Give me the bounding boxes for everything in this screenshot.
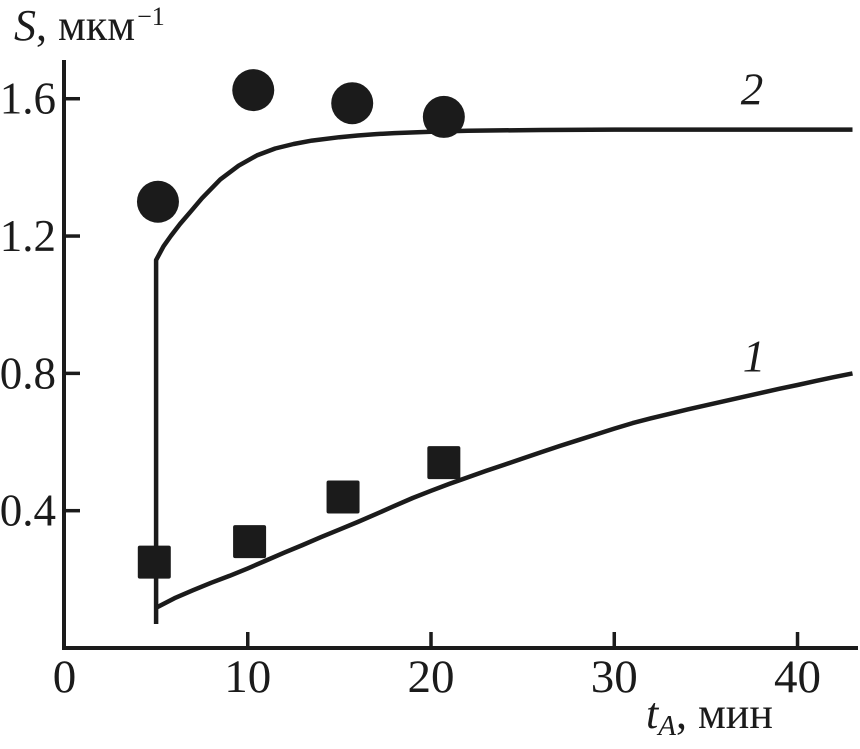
marker-square: [137, 545, 171, 579]
x-tick-label-20: 20: [408, 651, 455, 703]
x-axis-symbol: t: [646, 689, 659, 738]
x-axis-unit: , мин: [675, 689, 773, 738]
marker-circle: [136, 180, 179, 223]
y-axis-unit: , мкм: [36, 1, 136, 50]
marker-circle: [422, 95, 465, 138]
x-axis-subscript: A: [658, 710, 676, 742]
x-tick-label-30: 30: [591, 651, 638, 703]
marker-circle: [331, 82, 374, 125]
y-tick-label-1.6: 1.6: [0, 74, 56, 124]
curve-label-1: 1: [742, 331, 766, 382]
y-tick-label-0.8: 0.8: [0, 348, 56, 398]
curve-line-1: [155, 371, 853, 610]
y-tick-label-1.2: 1.2: [0, 211, 56, 261]
marker-square: [326, 480, 360, 514]
y-axis-exponent: −1: [137, 2, 165, 31]
marker-circle: [232, 69, 275, 112]
x-tick-label-40: 40: [774, 651, 821, 703]
y-tick-label-0.4: 0.4: [0, 486, 56, 536]
y-axis-symbol: S: [14, 1, 36, 50]
y-axis-title: S, мкм−1: [14, 4, 165, 48]
x-tick-label-0: 0: [53, 651, 77, 703]
x-tick-label-10: 10: [224, 651, 271, 703]
x-axis-title: tA, мин: [646, 689, 773, 741]
curve-label-2: 2: [740, 64, 764, 115]
marker-square: [233, 525, 267, 559]
marker-square: [427, 446, 461, 480]
